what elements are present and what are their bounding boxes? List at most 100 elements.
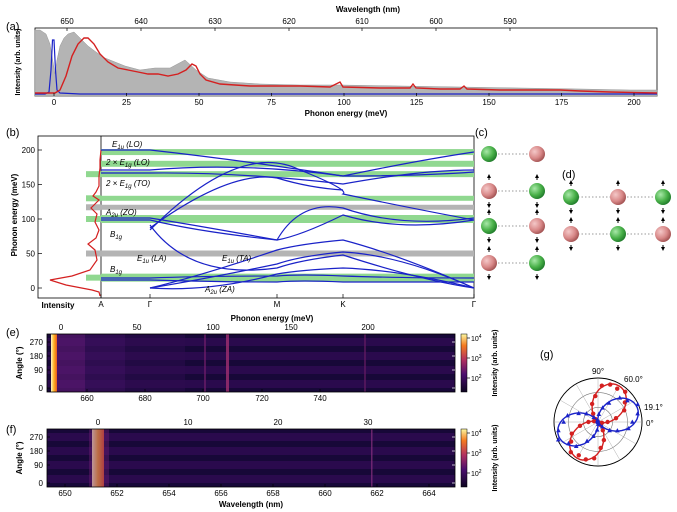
emission-line (92, 429, 104, 487)
mode-label: 2 × E1g (TO) (105, 179, 150, 190)
ytick-label: 90 (34, 366, 43, 375)
mode-main: E (137, 254, 143, 263)
polar-point (606, 400, 612, 405)
polar-point (561, 419, 566, 424)
polar-point (565, 413, 570, 418)
panel-g: (g) 90° 60.0° 19.1° 0° (540, 349, 663, 467)
angle-label: 0° (646, 419, 654, 428)
dispersion-branch (101, 214, 475, 241)
panel-e-frame (46, 333, 456, 393)
mode-label: E1u (LA) (137, 254, 167, 265)
dispersion-branch (149, 239, 475, 289)
cbar-exp: 3 (479, 449, 482, 455)
ytick-label: 0 (39, 384, 44, 393)
panel-a-ylabel: Intensity (arb. units) (15, 29, 22, 96)
ytick-label: 0 (39, 479, 44, 488)
ytick-label: 0 (31, 284, 36, 293)
polar-point (600, 428, 606, 433)
polar-point (615, 386, 620, 391)
mode-suffix: (LA) (149, 254, 167, 263)
polar-point (593, 393, 598, 399)
panel-f-bottom-ticks: 650 652 654 656 658 660 662 664 (58, 484, 436, 498)
top-tick-label: 0 (96, 418, 101, 427)
bottom-tick-label: 662 (370, 489, 384, 498)
top-tick-label: 610 (355, 17, 369, 26)
dispersion-branch (101, 274, 475, 279)
mode-sub: 1u (142, 259, 149, 265)
red-atom (529, 146, 545, 162)
ytick-label: 180 (30, 352, 44, 361)
polar-point (599, 424, 605, 429)
mode-main: 2 × E (105, 179, 126, 188)
red-atom (481, 255, 497, 271)
top-tick-label: 620 (282, 17, 296, 26)
angle-band (47, 366, 455, 374)
polar-point (594, 427, 600, 432)
red-atom (655, 226, 671, 242)
mode-suffix: (TA) (234, 254, 252, 263)
mode-sub: 2u (209, 290, 217, 296)
green-atom (481, 218, 497, 234)
red-atom (563, 226, 579, 242)
top-tick-label: 640 (134, 17, 148, 26)
band-marker (86, 274, 101, 281)
mode-sub: 1u (227, 259, 234, 265)
phonon-band (101, 195, 474, 201)
ytick-label: 270 (30, 433, 44, 442)
polar-point (589, 401, 595, 407)
panel-f-yticks: 270 180 90 0 (30, 433, 455, 488)
top-tick-label: 10 (184, 418, 193, 427)
mode-suffix: (LO) (132, 158, 151, 167)
red-atom (529, 218, 545, 234)
angle-label: 90° (592, 367, 604, 376)
ytick-label: 50 (26, 250, 35, 259)
polar-spoke (575, 383, 599, 423)
red-atom (481, 183, 497, 199)
panel-b-ylabel: Phonon energy (meV) (10, 173, 19, 256)
emission-line (371, 429, 373, 487)
polar-point (607, 382, 613, 387)
panel-f-ylabel: Angle (°) (15, 441, 24, 474)
polar-point (600, 405, 605, 410)
emission-line (125, 334, 185, 392)
mode-main: B (110, 265, 116, 274)
cbar-base: 10 (471, 356, 479, 363)
polar-point (607, 427, 612, 433)
green-atom (610, 226, 626, 242)
emission-line (85, 334, 125, 392)
polar-point (613, 415, 619, 421)
bottom-tick-label: 150 (482, 98, 496, 107)
panel-e-bottom-ticks: 660 680 700 720 740 (80, 389, 327, 403)
green-atom (529, 183, 545, 199)
band-marker (86, 250, 101, 257)
cbar-base: 10 (471, 376, 479, 383)
angle-label: 19.1° (644, 403, 663, 412)
top-tick-label: 150 (284, 323, 298, 332)
angle-band (47, 352, 455, 360)
panel-e-letter: (e) (6, 327, 19, 339)
polar-spoke (559, 421, 599, 445)
mode-sub: 1g (125, 163, 132, 169)
band-marker (86, 204, 101, 211)
emission-line (89, 429, 109, 487)
bottom-tick-label: 656 (214, 489, 228, 498)
top-tick-label: 590 (503, 17, 517, 26)
kpoint-label: M (274, 300, 281, 309)
polar-point (576, 453, 581, 458)
panel-a-letter: (a) (6, 21, 19, 33)
kpoint-label: Γ (148, 300, 153, 309)
mode-main: A (105, 208, 111, 217)
mode-label: E1u (LO) (112, 140, 143, 151)
dispersion-branch (101, 279, 474, 283)
cbar-tick-label: 102 (471, 469, 482, 478)
top-tick-label: 200 (361, 323, 375, 332)
polar-point (635, 411, 640, 416)
polar-point (556, 427, 561, 433)
bottom-tick-label: 660 (318, 489, 332, 498)
phonon-band (101, 215, 474, 223)
dispersion-branch (101, 166, 475, 177)
top-tick-label: 630 (208, 17, 222, 26)
mode-label: 2 × E1g (LO) (105, 158, 150, 169)
bottom-tick-label: 650 (58, 489, 72, 498)
